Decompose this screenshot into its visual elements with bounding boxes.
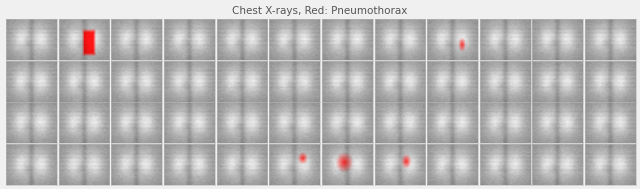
Text: Chest X-rays, Red: Pneumothorax: Chest X-rays, Red: Pneumothorax	[232, 6, 408, 16]
